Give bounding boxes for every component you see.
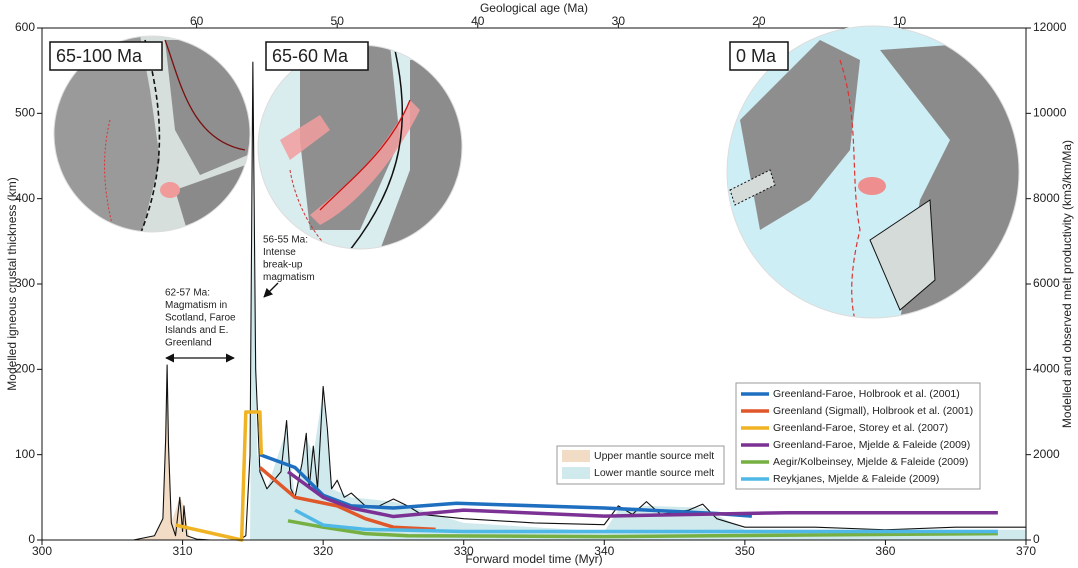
y-tick-label: 500 (15, 106, 35, 120)
x2-tick-label: 60 (190, 14, 204, 28)
y2-tick-label: 6000 (1033, 276, 1060, 290)
x2-axis-label: Geological age (Ma) (480, 1, 588, 15)
x-tick-label: 300 (32, 544, 52, 558)
legend-label: Aegir/Kolbeinsey, Mjelde & Faleide (2009… (773, 456, 968, 468)
legend-label: Greenland-Faroe, Holbrook et al. (2001) (773, 388, 960, 400)
y-tick-label: 100 (15, 447, 35, 461)
y2-tick-label: 4000 (1033, 362, 1060, 376)
annotation: break-up (263, 260, 303, 271)
x-axis-label: Forward model time (Myr) (465, 552, 602, 566)
annotation-arrow (264, 283, 278, 297)
x-tick-label: 350 (735, 544, 755, 558)
legend-label: Lower mantle source melt (594, 467, 714, 479)
x-tick-label: 310 (173, 544, 193, 558)
map-insets: 65-100 Ma 65-60 Ma 0 Ma (50, 25, 1025, 320)
x2-tick-label: 10 (893, 14, 907, 28)
y2-axis-label: Modelled and observed melt productivity … (1060, 140, 1074, 428)
x-tick-label: 370 (1016, 544, 1036, 558)
y2-tick-label: 8000 (1033, 191, 1060, 205)
legend-label: Upper mantle source melt (594, 450, 714, 462)
chart: 3003103203303403503603706050403020100100… (0, 0, 1078, 568)
annotation: 62-57 Ma: (165, 288, 210, 299)
y-axis-label: Modelled igneous crustal thickness (km) (5, 177, 19, 390)
x-tick-label: 360 (875, 544, 895, 558)
y2-tick-label: 12000 (1033, 20, 1067, 34)
y-tick-label: 0 (28, 532, 35, 546)
annotation: 56-55 Ma: (263, 235, 308, 246)
inset-label: 65-60 Ma (272, 46, 349, 66)
y2-tick-label: 0 (1033, 532, 1040, 546)
map (255, 40, 465, 255)
inset-label: 65-100 Ma (56, 46, 143, 66)
legend-label: Greenland-Faroe, Mjelde & Faleide (2009) (773, 439, 970, 451)
x2-tick-label: 30 (612, 14, 626, 28)
legend-label: Greenland (Sigmall), Holbrook et al. (20… (773, 405, 973, 417)
legend-swatch (562, 450, 590, 462)
legend-label: Greenland-Faroe, Storey et al. (2007) (773, 422, 948, 434)
annotation: magmatism (263, 272, 315, 283)
annotation: Greenland (165, 338, 212, 349)
legend-label: Reykjanes, Mjelde & Faleide (2009) (773, 473, 939, 485)
annotation: Scotland, Faroe (165, 313, 236, 324)
y2-tick-label: 10000 (1033, 106, 1067, 120)
annotation: Magmatism in (165, 300, 227, 311)
x2-tick-label: 40 (471, 14, 485, 28)
x2-tick-label: 50 (331, 14, 345, 28)
inset-label: 0 Ma (736, 46, 777, 66)
annotation: Islands and E. (165, 325, 228, 336)
annotation: Intense (263, 247, 296, 258)
y2-tick-label: 2000 (1033, 447, 1060, 461)
x-tick-label: 320 (313, 544, 333, 558)
legend-swatch (562, 467, 590, 479)
y-tick-label: 600 (15, 20, 35, 34)
x2-tick-label: 20 (752, 14, 766, 28)
